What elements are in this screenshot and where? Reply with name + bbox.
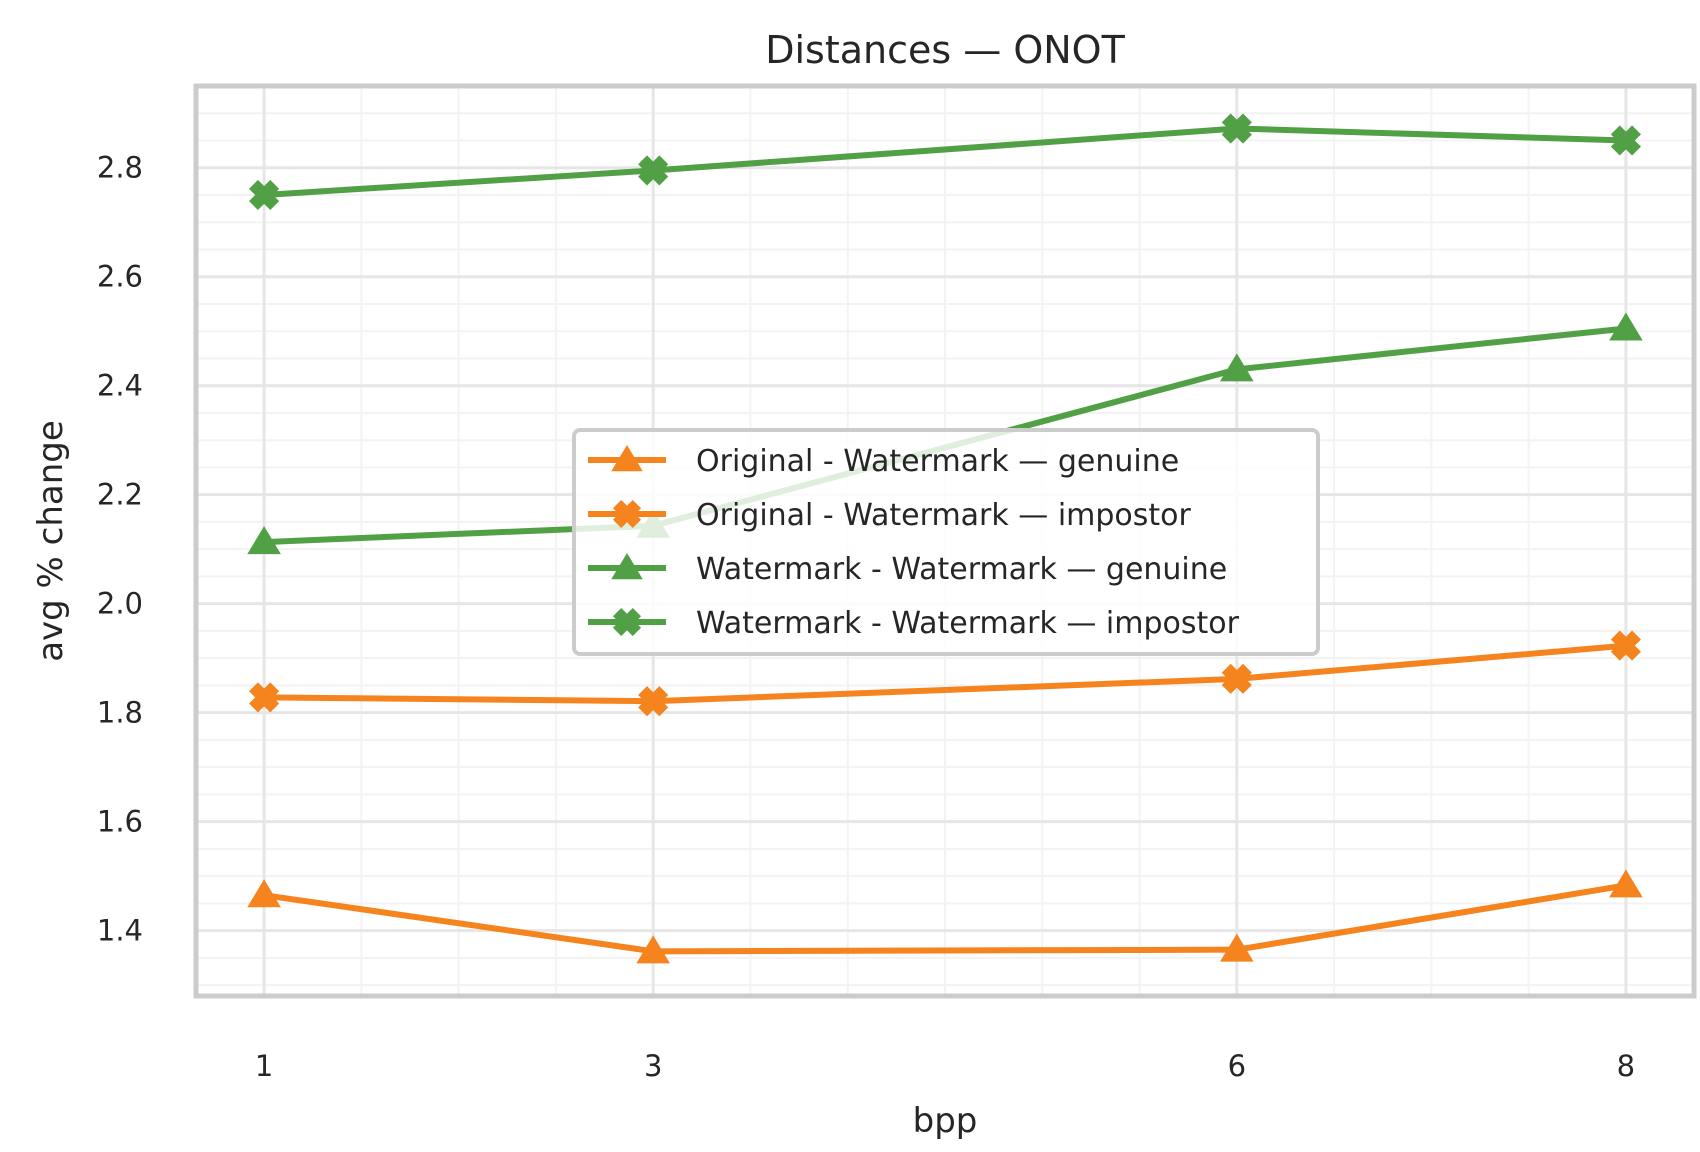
data-point-triangle bbox=[636, 935, 670, 964]
legend: Original - Watermark — genuine Original -… bbox=[572, 428, 1320, 656]
y-tick-label: 1.4 bbox=[97, 914, 143, 948]
marker-bar bbox=[1221, 663, 1252, 694]
marker-bar bbox=[612, 499, 642, 529]
legend-label: Original - Watermark — genuine bbox=[696, 444, 1179, 479]
legend-items: Original - Watermark — genuine Original -… bbox=[588, 444, 1240, 641]
x-axis-label: bpp bbox=[913, 1101, 978, 1141]
marker-bar bbox=[249, 682, 280, 713]
marker-bar bbox=[1610, 125, 1641, 156]
x-tick-label: 6 bbox=[1228, 1049, 1246, 1083]
data-point-triangle bbox=[1220, 933, 1254, 962]
series-1 bbox=[247, 869, 1643, 964]
legend-item-2: Original - Watermark — impostor bbox=[588, 498, 1192, 533]
data-point-x bbox=[638, 686, 669, 717]
data-point-triangle bbox=[1609, 312, 1643, 341]
data-point-x bbox=[612, 499, 642, 529]
data-point-triangle bbox=[247, 526, 281, 555]
legend-label: Watermark - Watermark — impostor bbox=[696, 606, 1240, 641]
data-point-x bbox=[1610, 630, 1641, 661]
legend-box bbox=[572, 428, 1320, 656]
data-point-triangle bbox=[247, 879, 281, 908]
y-tick-label: 2.2 bbox=[97, 478, 143, 512]
series-2 bbox=[249, 630, 1641, 717]
data-point-triangle bbox=[1609, 869, 1643, 898]
legend-label: Original - Watermark — impostor bbox=[696, 498, 1192, 533]
plot-frame bbox=[193, 83, 1697, 999]
legend-item-4: Watermark - Watermark — impostor bbox=[588, 606, 1240, 641]
data-point-triangle bbox=[611, 445, 643, 472]
x-tick-label: 1 bbox=[255, 1049, 273, 1083]
data-point-x bbox=[1221, 663, 1252, 694]
legend-label: Watermark - Watermark — genuine bbox=[696, 552, 1227, 587]
marker-bar bbox=[612, 607, 642, 637]
data-point-x bbox=[249, 682, 280, 713]
data-point-x bbox=[638, 155, 669, 186]
marker-bar bbox=[1221, 113, 1252, 144]
y-tick-label: 1.8 bbox=[97, 696, 143, 730]
y-axis-label: avg % change bbox=[31, 420, 71, 662]
y-tick-label: 2.6 bbox=[97, 260, 143, 294]
marker-bar bbox=[638, 155, 669, 186]
marker-bar bbox=[638, 686, 669, 717]
data-point-x bbox=[249, 179, 280, 211]
series-line bbox=[263, 125, 1627, 198]
chart-title: Distances — ONOT bbox=[765, 28, 1125, 72]
x-tick-label: 8 bbox=[1617, 1049, 1635, 1083]
data-point-triangle bbox=[1220, 353, 1254, 382]
data-point-x bbox=[612, 607, 642, 637]
data-point-x bbox=[1221, 113, 1252, 144]
y-tick-label: 2.8 bbox=[97, 151, 143, 185]
grid bbox=[196, 85, 1694, 996]
data-point-triangle bbox=[611, 553, 643, 580]
marker-bar bbox=[1610, 630, 1641, 661]
x-tick-label: 3 bbox=[644, 1049, 662, 1083]
marker-bar bbox=[249, 179, 280, 211]
legend-item-1: Original - Watermark — genuine bbox=[588, 444, 1179, 479]
y-tick-label: 2.4 bbox=[97, 369, 143, 403]
series-4 bbox=[249, 113, 1641, 211]
y-tick-label: 2.0 bbox=[97, 587, 143, 621]
data-point-x bbox=[1610, 125, 1641, 156]
legend-item-3: Watermark - Watermark — genuine bbox=[588, 552, 1227, 587]
series-line bbox=[264, 642, 1627, 705]
y-tick-label: 1.6 bbox=[97, 805, 143, 839]
x-tick-labels: 1 3 6 8 bbox=[255, 1049, 1635, 1083]
series-line bbox=[263, 882, 1627, 955]
y-tick-labels: 1.4 1.6 1.8 2.0 2.2 2.4 2.6 2.8 bbox=[97, 151, 143, 948]
